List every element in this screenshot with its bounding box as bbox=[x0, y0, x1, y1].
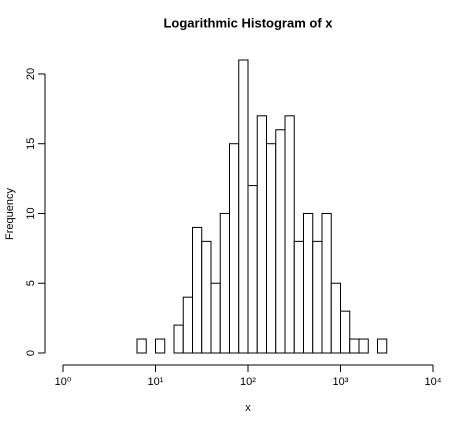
x-tick-label: 10⁰ bbox=[55, 376, 72, 388]
y-tick-label: 20 bbox=[25, 68, 37, 80]
y-tick-label: 15 bbox=[25, 138, 37, 150]
bar bbox=[173, 324, 184, 354]
bar bbox=[192, 226, 203, 354]
y-tick-label: 10 bbox=[25, 207, 37, 219]
y-axis-label: Frequency bbox=[4, 188, 16, 240]
bar bbox=[293, 240, 305, 354]
bar bbox=[210, 282, 221, 354]
x-tick-label: 10⁴ bbox=[425, 376, 442, 388]
bar bbox=[312, 240, 323, 354]
bar bbox=[349, 338, 360, 354]
bar bbox=[303, 212, 314, 354]
y-tick-label: 5 bbox=[25, 280, 37, 286]
bar bbox=[238, 59, 249, 354]
x-tick-label: 10² bbox=[240, 376, 256, 388]
bar bbox=[136, 338, 147, 354]
x-tick-label: 10¹ bbox=[148, 376, 164, 388]
bar bbox=[219, 212, 231, 354]
bar bbox=[229, 143, 240, 354]
bar bbox=[182, 296, 194, 354]
bar bbox=[247, 185, 258, 354]
x-tick-label: 10³ bbox=[333, 376, 349, 388]
bar bbox=[377, 338, 388, 354]
bar bbox=[284, 115, 295, 354]
bar bbox=[330, 282, 342, 354]
bar bbox=[155, 338, 166, 354]
bar bbox=[266, 143, 277, 354]
bar bbox=[340, 310, 351, 354]
bar bbox=[321, 212, 332, 354]
bar bbox=[201, 240, 212, 354]
bar bbox=[256, 115, 268, 354]
y-tick-label: 0 bbox=[25, 350, 37, 356]
bar bbox=[358, 338, 369, 354]
chart-title: Logarithmic Histogram of x bbox=[163, 15, 333, 30]
bar bbox=[275, 129, 286, 354]
x-axis-label: x bbox=[245, 402, 251, 414]
